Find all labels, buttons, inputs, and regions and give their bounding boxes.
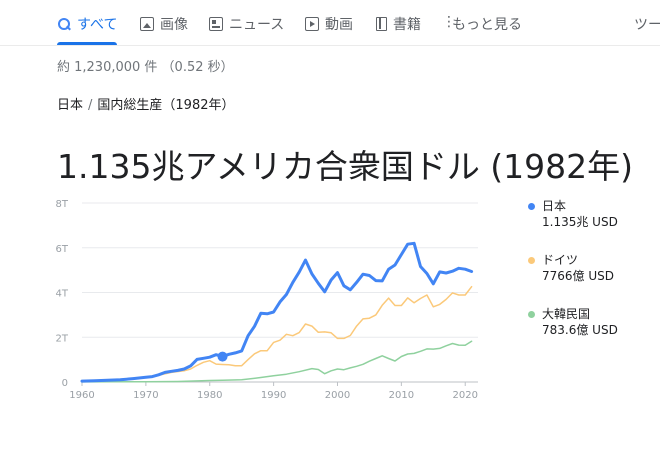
tab-more[interactable]: もっと見る bbox=[442, 12, 522, 36]
video-icon bbox=[305, 17, 319, 31]
breadcrumb-country[interactable]: 日本 bbox=[57, 98, 84, 113]
legend-label-korea: 大韓民国 bbox=[542, 307, 591, 321]
y-tick-label: 2T bbox=[56, 333, 69, 344]
tab-books-label: 書籍 bbox=[393, 17, 421, 33]
tab-tools-label: ツー bbox=[634, 17, 660, 33]
y-tick-label: 4T bbox=[56, 289, 69, 300]
tab-books[interactable]: 書籍 bbox=[376, 12, 421, 36]
book-icon bbox=[376, 17, 387, 31]
x-tick-label: 1980 bbox=[197, 390, 222, 401]
breadcrumb: 日本 / 国内総生産（1982年） bbox=[57, 94, 235, 113]
x-tick-label: 2000 bbox=[325, 390, 350, 401]
gdp-line-chart[interactable]: 0 2T 4T 6T 8T 1960 1970 1980 1990 2000 2010 2020 bbox=[50, 190, 490, 410]
result-stats: 約 1,230,000 件 （0.52 秒） bbox=[57, 60, 234, 75]
more-vert-icon bbox=[442, 14, 456, 31]
tab-images-label: 画像 bbox=[160, 17, 188, 33]
answer-value: 1.135兆アメリカ合衆国ドル (1982年) bbox=[57, 147, 634, 186]
breadcrumb-metric[interactable]: 国内総生産（1982年） bbox=[97, 98, 235, 113]
legend-item-germany[interactable]: ドイツ 7766億 USD bbox=[528, 252, 656, 284]
legend-dot-germany bbox=[528, 256, 535, 264]
x-tick-label: 2020 bbox=[452, 390, 477, 401]
search-icon bbox=[57, 17, 71, 31]
y-tick-label: 6T bbox=[56, 244, 69, 255]
tab-all[interactable]: すべて bbox=[57, 12, 117, 36]
x-tick-label: 1990 bbox=[261, 390, 286, 401]
tab-videos[interactable]: 動画 bbox=[305, 12, 353, 36]
y-tick-label: 0 bbox=[62, 378, 68, 389]
x-tick-label: 1960 bbox=[69, 390, 94, 401]
legend-dot-japan bbox=[528, 202, 535, 210]
highlight-point-1982 bbox=[217, 351, 228, 362]
legend-item-japan[interactable]: 日本 1.135兆 USD bbox=[528, 198, 656, 230]
tab-tools[interactable]: ツー bbox=[634, 12, 660, 36]
legend-label-germany: ドイツ bbox=[542, 253, 579, 267]
tab-news-label: ニュース bbox=[229, 17, 285, 33]
x-tick-label: 1970 bbox=[133, 390, 158, 401]
tab-images[interactable]: 画像 bbox=[140, 12, 188, 36]
legend-value-korea: 783.6億 USD bbox=[542, 323, 618, 337]
series-line-germany bbox=[145, 285, 473, 379]
image-icon bbox=[140, 17, 154, 31]
breadcrumb-separator: / bbox=[88, 98, 93, 113]
legend-dot-korea bbox=[528, 310, 535, 318]
tab-all-label: すべて bbox=[77, 17, 118, 33]
news-icon bbox=[209, 17, 223, 31]
active-tab-indicator bbox=[57, 42, 117, 45]
tab-news[interactable]: ニュース bbox=[209, 12, 284, 36]
search-tabs: すべて 画像 ニュース 動画 書籍 もっと見る ツー bbox=[0, 0, 660, 46]
legend-value-germany: 7766億 USD bbox=[542, 269, 614, 283]
legend-label-japan: 日本 bbox=[542, 199, 567, 213]
legend-value-japan: 1.135兆 USD bbox=[542, 215, 618, 229]
x-tick-label: 2010 bbox=[389, 390, 414, 401]
chart-legend: 日本 1.135兆 USD ドイツ 7766億 USD 大韓民国 783.6億 … bbox=[528, 198, 656, 351]
y-tick-label: 8T bbox=[56, 199, 69, 210]
series-line-korea bbox=[81, 340, 473, 383]
tab-more-label: もっと見る bbox=[452, 17, 522, 33]
series-line-japan bbox=[80, 241, 474, 383]
tab-videos-label: 動画 bbox=[325, 17, 353, 33]
legend-item-korea[interactable]: 大韓民国 783.6億 USD bbox=[528, 306, 656, 338]
